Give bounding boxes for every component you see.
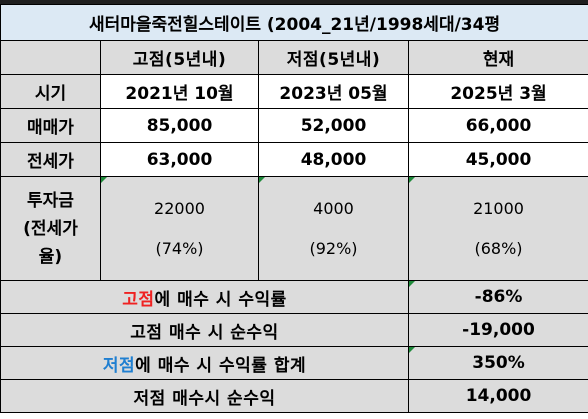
investment-trough-amount: 4000 xyxy=(313,198,354,218)
cell-sale-peak[interactable]: 85,000 xyxy=(100,108,259,143)
label-trough-yield[interactable]: 저점에 매수 시 수익률 합계 xyxy=(0,346,409,380)
label-investment-line3: 율) xyxy=(38,246,63,267)
label-investment-line2: (전세가 xyxy=(23,218,78,239)
cell-investment-current[interactable]: 21000 (68%) xyxy=(407,176,588,281)
header-peak[interactable]: 고점(5년내) xyxy=(100,40,259,75)
table-row-peak-yield: 고점에 매수 시 수익률 -86% xyxy=(0,280,588,314)
cell-sale-current[interactable]: 66,000 xyxy=(407,108,588,143)
cell-investment-peak[interactable]: 22000 (74%) xyxy=(100,176,259,281)
trough-yield-highlight: 저점 xyxy=(102,355,136,376)
label-sale[interactable]: 매매가 xyxy=(0,108,101,143)
title-row: 새터마을죽전힐스테이트 (2004_21년/1998세대/34평 xyxy=(0,4,588,41)
table-row-trough-net: 저점 매수시 순수익 14,000 xyxy=(0,379,588,413)
cell-peak-net[interactable]: -19,000 xyxy=(407,313,588,347)
label-trough-net[interactable]: 저점 매수시 순수익 xyxy=(0,379,409,413)
investment-trough-ratio: (92%) xyxy=(309,238,358,258)
peak-yield-highlight: 고점 xyxy=(122,289,155,310)
table-row-period: 시기 2021년 10월 2023년 05월 2025년 3월 xyxy=(0,74,588,109)
table-row-trough-yield: 저점에 매수 시 수익률 합계 350% xyxy=(0,346,588,380)
cell-investment-trough[interactable]: 4000 (92%) xyxy=(258,176,409,281)
top-border xyxy=(0,0,588,4)
investment-current-ratio: (68%) xyxy=(474,238,523,258)
table-row-investment: 투자금 (전세가 율) 22000 (74%) 4000 (92%) 21000… xyxy=(0,176,588,281)
cell-jeonse-current[interactable]: 45,000 xyxy=(407,142,588,177)
cell-trough-net[interactable]: 14,000 xyxy=(407,379,588,413)
investment-current-amount: 21000 xyxy=(473,198,524,218)
cell-peak-yield[interactable]: -86% xyxy=(407,280,588,314)
header-current[interactable]: 현재 xyxy=(407,40,588,75)
cell-period-trough[interactable]: 2023년 05월 xyxy=(258,74,409,109)
label-investment-line1: 투자금 xyxy=(27,190,74,211)
cell-jeonse-peak[interactable]: 63,000 xyxy=(100,142,259,177)
cell-trough-yield[interactable]: 350% xyxy=(407,346,588,380)
label-period[interactable]: 시기 xyxy=(0,74,101,109)
label-jeonse[interactable]: 전세가 xyxy=(0,142,101,177)
cell-period-current[interactable]: 2025년 3월 xyxy=(407,74,588,109)
label-peak-yield[interactable]: 고점에 매수 시 수익률 xyxy=(0,280,409,314)
table-row-sale: 매매가 85,000 52,000 66,000 xyxy=(0,108,588,143)
table-row-peak-net: 고점 매수 시 순수익 -19,000 xyxy=(0,313,588,347)
investment-peak-amount: 22000 xyxy=(154,198,205,218)
header-row: 고점(5년내) 저점(5년내) 현재 xyxy=(0,40,588,75)
cell-period-peak[interactable]: 2021년 10월 xyxy=(100,74,259,109)
label-investment[interactable]: 투자금 (전세가 율) xyxy=(0,176,101,281)
comparison-table: 새터마을죽전힐스테이트 (2004_21년/1998세대/34평 고점(5년내)… xyxy=(0,4,588,413)
investment-peak-ratio: (74%) xyxy=(155,238,204,258)
label-peak-net[interactable]: 고점 매수 시 순수익 xyxy=(0,313,409,347)
peak-yield-rest: 에 매수 시 수익률 xyxy=(154,289,287,310)
header-trough[interactable]: 저점(5년내) xyxy=(258,40,409,75)
table-row-jeonse: 전세가 63,000 48,000 45,000 xyxy=(0,142,588,177)
table-title[interactable]: 새터마을죽전힐스테이트 (2004_21년/1998세대/34평 xyxy=(0,4,588,41)
cell-jeonse-trough[interactable]: 48,000 xyxy=(258,142,409,177)
cell-sale-trough[interactable]: 52,000 xyxy=(258,108,409,143)
header-blank[interactable] xyxy=(0,40,101,75)
trough-yield-rest: 에 매수 시 수익률 합계 xyxy=(135,355,307,376)
